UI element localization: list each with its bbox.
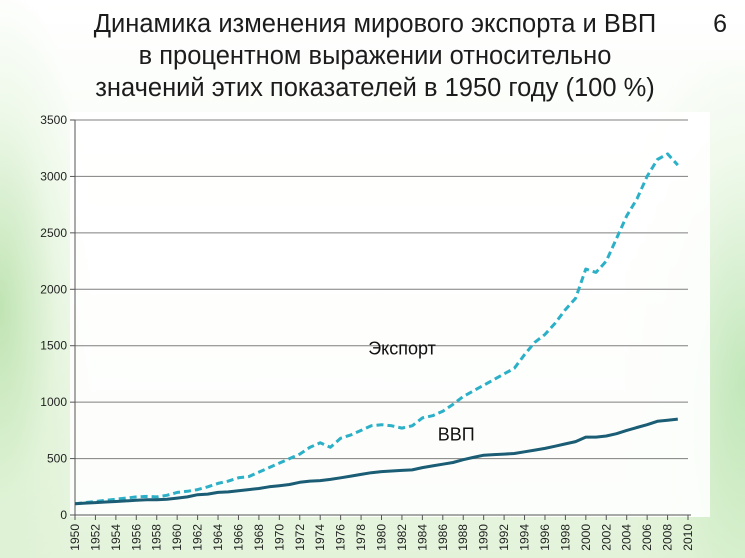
xtick-label-1968: 1968 — [252, 524, 266, 551]
xtick-label-1984: 1984 — [415, 524, 429, 551]
xtick-label-1952: 1952 — [88, 524, 102, 551]
xtick-label-1954: 1954 — [109, 524, 123, 551]
ytick-label-1000: 1000 — [40, 395, 67, 409]
xtick-label-1996: 1996 — [538, 524, 552, 551]
xtick-label-2010: 2010 — [681, 524, 695, 551]
xtick-label-1962: 1962 — [191, 524, 205, 551]
series-line-export — [74, 152, 679, 506]
xtick-label-1974: 1974 — [313, 524, 327, 551]
xtick-label-1956: 1956 — [129, 524, 143, 551]
xtick-label-1998: 1998 — [558, 524, 572, 551]
title-line-2: в процентном выражении относительно — [138, 42, 612, 70]
ytick-label-2000: 2000 — [40, 282, 67, 296]
series-group — [74, 152, 679, 506]
xtick-label-1950: 1950 — [68, 524, 82, 551]
xtick-label-1958: 1958 — [150, 524, 164, 551]
title-line-3: значений этих показателей в 1950 году (1… — [95, 74, 655, 102]
xtick-label-1970: 1970 — [272, 524, 286, 551]
ytick-label-500: 500 — [47, 452, 67, 466]
xtick-label-1960: 1960 — [170, 524, 184, 551]
xtick-label-1986: 1986 — [436, 524, 450, 551]
xtick-label-1976: 1976 — [334, 524, 348, 551]
series-line-gdp — [74, 417, 678, 506]
xtick-label-2000: 2000 — [579, 524, 593, 551]
ytick-label-2500: 2500 — [40, 226, 67, 240]
slide-title: Динамика изменения мирового экспорта и В… — [30, 8, 720, 104]
series-labels: Экспорт ВВП — [368, 339, 474, 445]
y-axis: 0 500 1000 1500 2000 2500 3000 3500 — [40, 113, 76, 522]
ytick-label-0: 0 — [60, 508, 67, 522]
xtick-label-1982: 1982 — [395, 524, 409, 551]
xtick-label-1972: 1972 — [293, 524, 307, 551]
xtick-label-1992: 1992 — [497, 524, 511, 551]
grid-lines — [75, 119, 688, 516]
xtick-label-1966: 1966 — [231, 524, 245, 551]
slide-number: 6 — [713, 10, 727, 38]
xtick-label-1994: 1994 — [518, 524, 532, 551]
xtick-label-1964: 1964 — [211, 524, 225, 551]
xtick-label-2008: 2008 — [661, 524, 675, 551]
ytick-label-1500: 1500 — [40, 339, 67, 353]
x-axis: 1950 1952 1954 1956 1958 1960 1962 1964 1966 1968… — [68, 514, 695, 551]
title-line-1: Динамика изменения мирового экспорта и В… — [93, 10, 657, 38]
ytick-label-3500: 3500 — [40, 113, 67, 127]
xtick-label-1988: 1988 — [456, 524, 470, 551]
xtick-label-2002: 2002 — [599, 524, 613, 551]
xtick-label-2006: 2006 — [640, 524, 654, 551]
xtick-label-2004: 2004 — [620, 524, 634, 551]
plot-background — [70, 112, 710, 517]
xtick-label-1978: 1978 — [354, 524, 368, 551]
ytick-label-3000: 3000 — [40, 169, 67, 183]
series-label-gdp: ВВП — [438, 425, 475, 445]
series-label-export: Экспорт — [368, 339, 436, 359]
xtick-label-1990: 1990 — [477, 524, 491, 551]
xtick-label-1980: 1980 — [375, 524, 389, 551]
